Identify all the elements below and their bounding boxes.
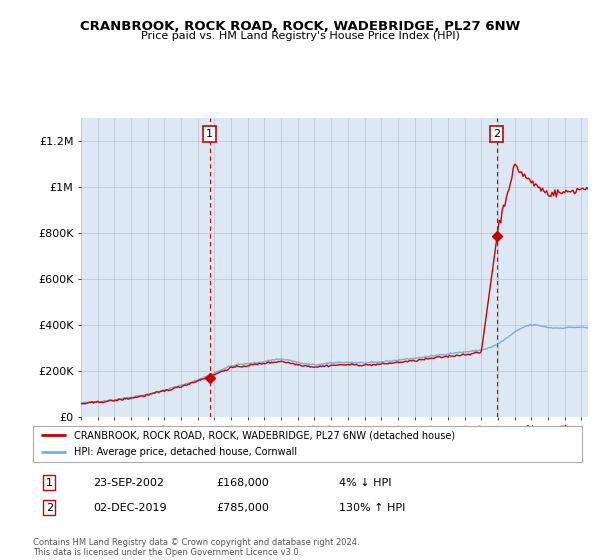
Text: 02-DEC-2019: 02-DEC-2019	[93, 503, 167, 513]
Text: CRANBROOK, ROCK ROAD, ROCK, WADEBRIDGE, PL27 6NW: CRANBROOK, ROCK ROAD, ROCK, WADEBRIDGE, …	[80, 20, 520, 32]
Text: CRANBROOK, ROCK ROAD, ROCK, WADEBRIDGE, PL27 6NW (detached house): CRANBROOK, ROCK ROAD, ROCK, WADEBRIDGE, …	[74, 431, 455, 440]
Text: 1: 1	[206, 129, 213, 139]
Text: £168,000: £168,000	[216, 478, 269, 488]
Text: 23-SEP-2002: 23-SEP-2002	[93, 478, 164, 488]
Text: 130% ↑ HPI: 130% ↑ HPI	[339, 503, 406, 513]
Text: 2: 2	[46, 503, 53, 513]
Text: 4% ↓ HPI: 4% ↓ HPI	[339, 478, 391, 488]
Text: Price paid vs. HM Land Registry's House Price Index (HPI): Price paid vs. HM Land Registry's House …	[140, 31, 460, 41]
Text: Contains HM Land Registry data © Crown copyright and database right 2024.
This d: Contains HM Land Registry data © Crown c…	[33, 538, 359, 557]
Text: £785,000: £785,000	[216, 503, 269, 513]
Text: 1: 1	[46, 478, 53, 488]
Text: 2: 2	[493, 129, 500, 139]
Text: HPI: Average price, detached house, Cornwall: HPI: Average price, detached house, Corn…	[74, 447, 298, 457]
